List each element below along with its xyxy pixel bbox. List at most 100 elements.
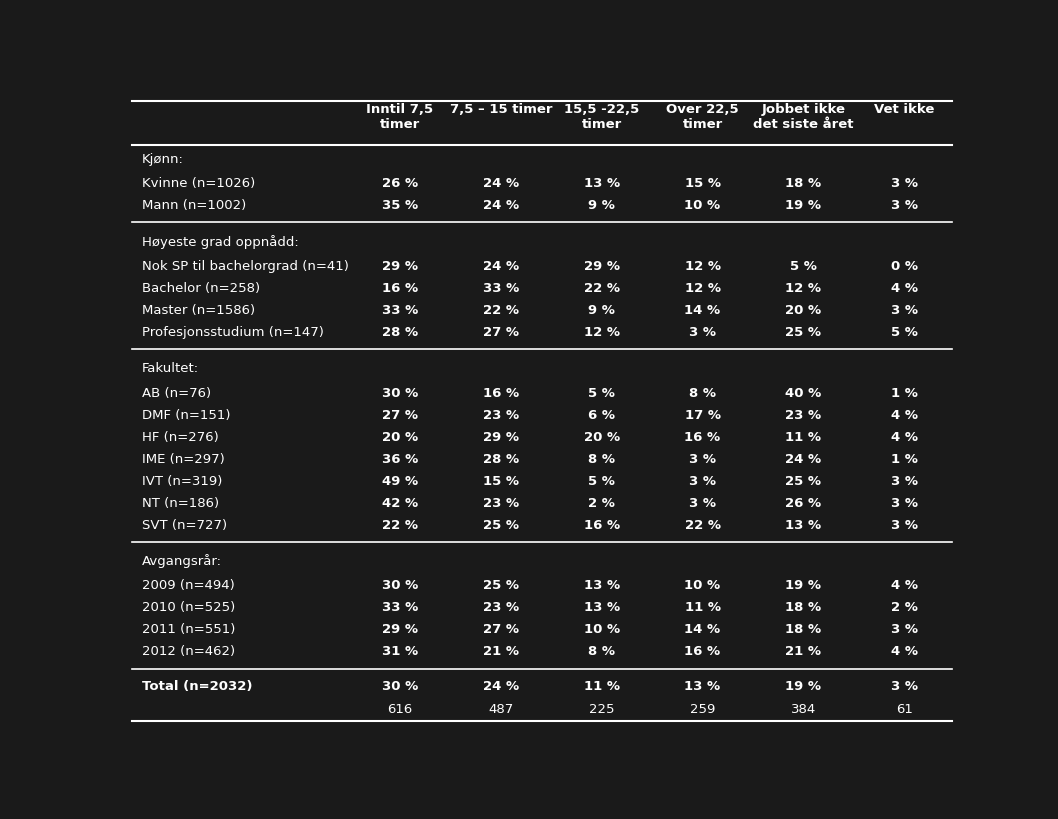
Text: 5 %: 5 % — [891, 326, 917, 339]
Text: 3 %: 3 % — [891, 680, 917, 693]
Text: 3 %: 3 % — [891, 496, 917, 509]
Text: 36 %: 36 % — [382, 453, 418, 466]
Text: Total (n=2032): Total (n=2032) — [142, 680, 253, 693]
Text: 25 %: 25 % — [482, 518, 518, 532]
Text: 27 %: 27 % — [382, 409, 418, 422]
Text: 10 %: 10 % — [685, 579, 720, 592]
Text: Jobbet ikke
det siste året: Jobbet ikke det siste året — [753, 103, 854, 131]
Text: HF (n=276): HF (n=276) — [142, 431, 219, 444]
Text: 3 %: 3 % — [689, 496, 716, 509]
Text: 23 %: 23 % — [482, 496, 518, 509]
Text: 24 %: 24 % — [482, 177, 518, 190]
Text: 1 %: 1 % — [891, 387, 917, 400]
Text: 4 %: 4 % — [891, 579, 917, 592]
Text: 20 %: 20 % — [382, 431, 418, 444]
Text: Bachelor (n=258): Bachelor (n=258) — [142, 282, 260, 295]
Text: 8 %: 8 % — [588, 645, 615, 658]
Text: 33 %: 33 % — [482, 282, 518, 295]
Text: 29 %: 29 % — [584, 260, 620, 273]
Text: Avgangsrår:: Avgangsrår: — [142, 554, 222, 568]
Text: 23 %: 23 % — [785, 409, 821, 422]
Text: 3 %: 3 % — [689, 326, 716, 339]
Text: 3 %: 3 % — [891, 623, 917, 636]
Text: 4 %: 4 % — [891, 645, 917, 658]
Text: Nok SP til bachelorgrad (n=41): Nok SP til bachelorgrad (n=41) — [142, 260, 349, 273]
Text: AB (n=76): AB (n=76) — [142, 387, 212, 400]
Text: 13 %: 13 % — [584, 579, 620, 592]
Text: 24 %: 24 % — [482, 680, 518, 693]
Text: 13 %: 13 % — [584, 601, 620, 614]
Text: IME (n=297): IME (n=297) — [142, 453, 225, 466]
Text: IVT (n=319): IVT (n=319) — [142, 475, 222, 487]
Text: 15 %: 15 % — [482, 475, 518, 487]
Text: 3 %: 3 % — [891, 199, 917, 212]
Text: 11 %: 11 % — [685, 601, 720, 614]
Text: 10 %: 10 % — [584, 623, 620, 636]
Text: 3 %: 3 % — [891, 475, 917, 487]
Text: 5 %: 5 % — [588, 387, 615, 400]
Text: 16 %: 16 % — [685, 431, 720, 444]
Text: Inntil 7,5
timer: Inntil 7,5 timer — [366, 103, 434, 131]
Text: 16 %: 16 % — [685, 645, 720, 658]
Text: Kjønn:: Kjønn: — [142, 152, 184, 165]
Text: 5 %: 5 % — [790, 260, 817, 273]
Text: Kvinne (n=1026): Kvinne (n=1026) — [142, 177, 255, 190]
Text: Profesjonsstudium (n=147): Profesjonsstudium (n=147) — [142, 326, 324, 339]
Text: 23 %: 23 % — [482, 409, 518, 422]
Text: 11 %: 11 % — [785, 431, 821, 444]
Text: 616: 616 — [387, 703, 413, 716]
Text: 16 %: 16 % — [584, 518, 620, 532]
Text: 3 %: 3 % — [891, 304, 917, 317]
Text: 30 %: 30 % — [382, 387, 418, 400]
Text: 35 %: 35 % — [382, 199, 418, 212]
Text: 26 %: 26 % — [785, 496, 821, 509]
Text: 24 %: 24 % — [482, 199, 518, 212]
Text: 15,5 -22,5
timer: 15,5 -22,5 timer — [564, 103, 639, 131]
Text: Høyeste grad oppnådd:: Høyeste grad oppnådd: — [142, 235, 298, 249]
Text: 12 %: 12 % — [685, 260, 720, 273]
Text: 33 %: 33 % — [382, 601, 418, 614]
Text: 40 %: 40 % — [785, 387, 821, 400]
Text: 31 %: 31 % — [382, 645, 418, 658]
Text: Master (n=1586): Master (n=1586) — [142, 304, 255, 317]
Text: 4 %: 4 % — [891, 431, 917, 444]
Text: 15 %: 15 % — [685, 177, 720, 190]
Text: 61: 61 — [896, 703, 913, 716]
Text: 49 %: 49 % — [382, 475, 418, 487]
Text: 4 %: 4 % — [891, 282, 917, 295]
Text: 5 %: 5 % — [588, 475, 615, 487]
Text: 25 %: 25 % — [785, 326, 821, 339]
Text: 30 %: 30 % — [382, 680, 418, 693]
Text: 29 %: 29 % — [382, 260, 418, 273]
Text: 487: 487 — [488, 703, 513, 716]
Text: 12 %: 12 % — [584, 326, 620, 339]
Text: 13 %: 13 % — [584, 177, 620, 190]
Text: 1 %: 1 % — [891, 453, 917, 466]
Text: 19 %: 19 % — [785, 199, 821, 212]
Text: 14 %: 14 % — [685, 623, 720, 636]
Text: 18 %: 18 % — [785, 601, 821, 614]
Text: 12 %: 12 % — [685, 282, 720, 295]
Text: 26 %: 26 % — [382, 177, 418, 190]
Text: 12 %: 12 % — [785, 282, 821, 295]
Text: 13 %: 13 % — [785, 518, 821, 532]
Text: 42 %: 42 % — [382, 496, 418, 509]
Text: 7,5 – 15 timer: 7,5 – 15 timer — [450, 103, 552, 116]
Text: 21 %: 21 % — [785, 645, 821, 658]
Text: 24 %: 24 % — [482, 260, 518, 273]
Text: 2009 (n=494): 2009 (n=494) — [142, 579, 235, 592]
Text: 22 %: 22 % — [685, 518, 720, 532]
Text: 23 %: 23 % — [482, 601, 518, 614]
Text: 225: 225 — [589, 703, 615, 716]
Text: 25 %: 25 % — [785, 475, 821, 487]
Text: 25 %: 25 % — [482, 579, 518, 592]
Text: 2010 (n=525): 2010 (n=525) — [142, 601, 235, 614]
Text: 8 %: 8 % — [689, 387, 716, 400]
Text: 13 %: 13 % — [685, 680, 720, 693]
Text: 17 %: 17 % — [685, 409, 720, 422]
Text: 19 %: 19 % — [785, 579, 821, 592]
Text: 9 %: 9 % — [588, 199, 615, 212]
Text: 3 %: 3 % — [689, 453, 716, 466]
Text: 384: 384 — [790, 703, 816, 716]
Text: 6 %: 6 % — [588, 409, 615, 422]
